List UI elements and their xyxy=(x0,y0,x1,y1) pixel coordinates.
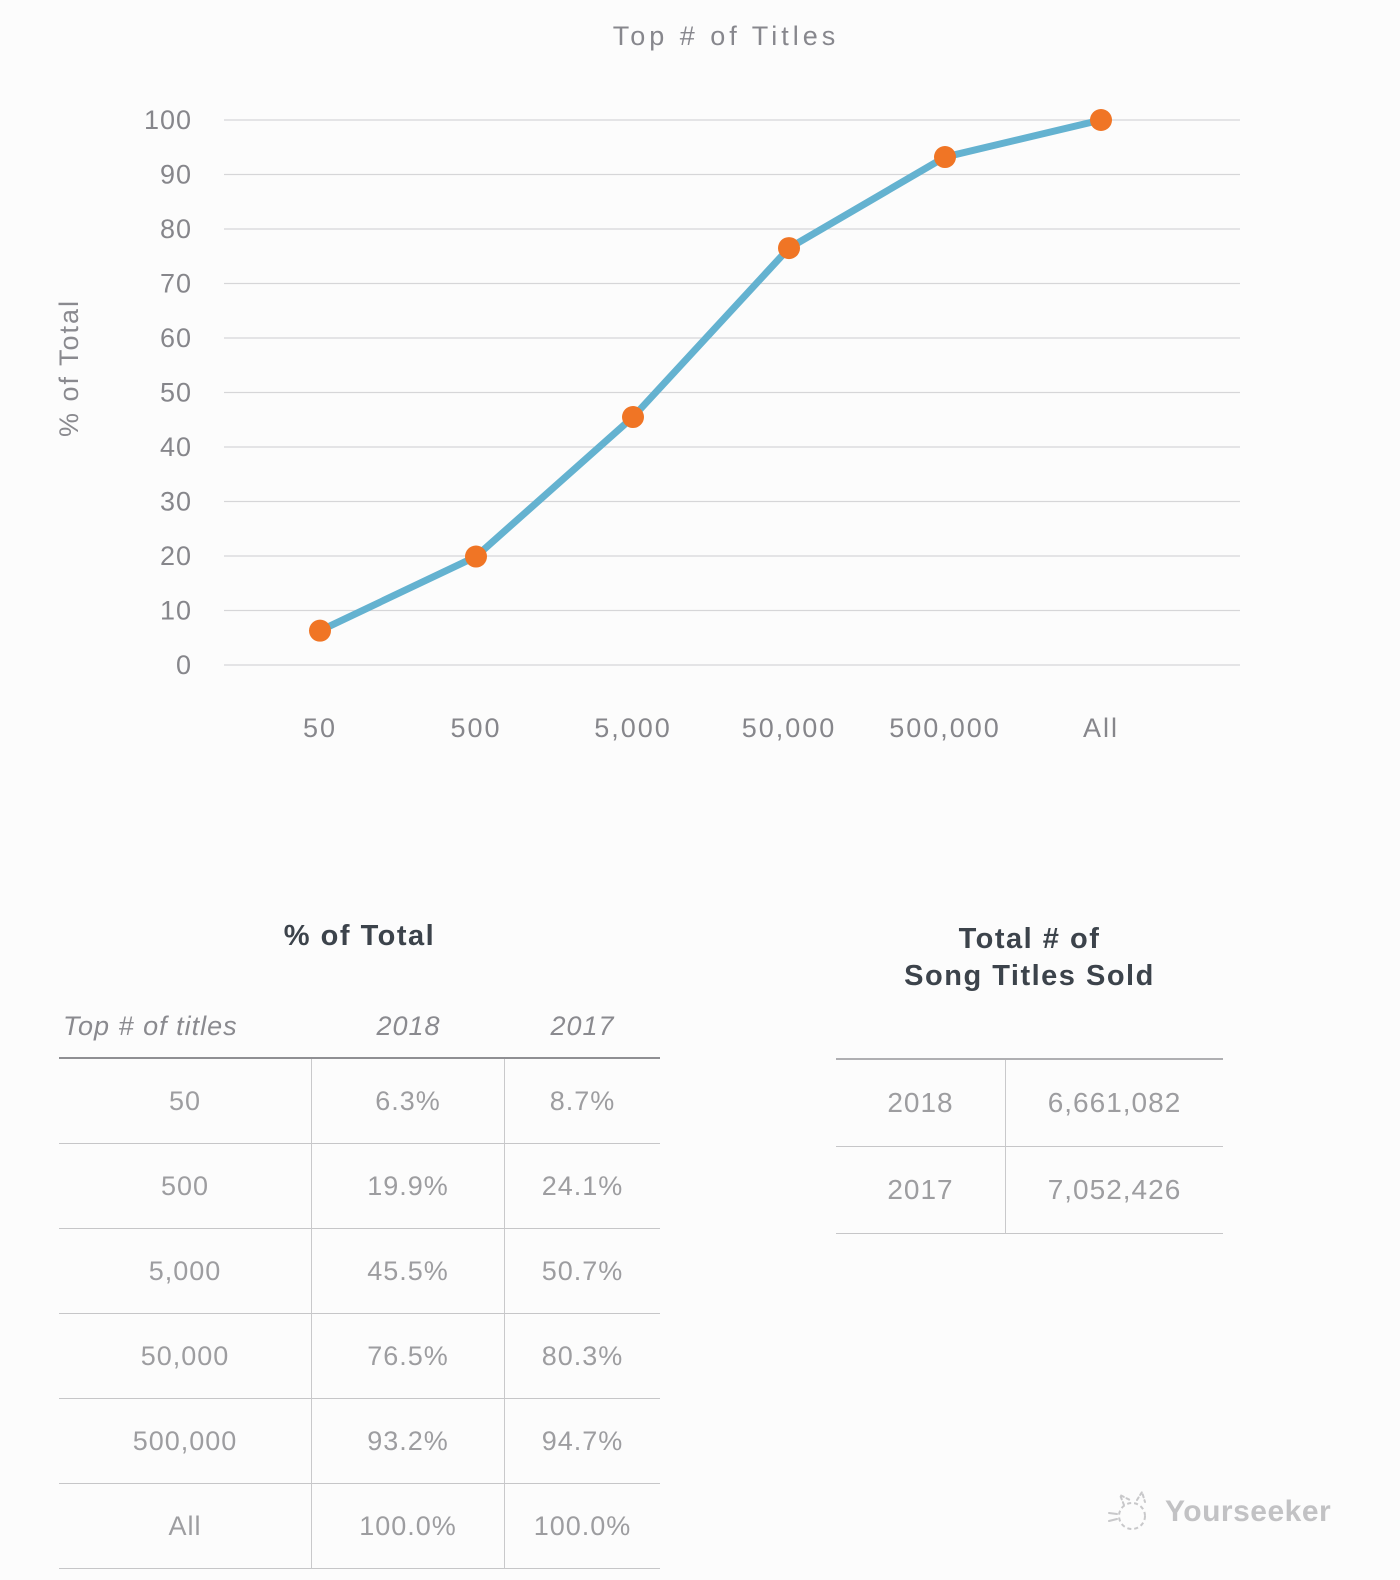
chart-title: Top # of Titles xyxy=(613,21,840,51)
row-label: 50 xyxy=(59,1059,312,1144)
y-tick-label: 70 xyxy=(160,269,192,299)
y-tick-label: 100 xyxy=(144,105,192,135)
y-tick-label: 90 xyxy=(160,160,192,190)
yourseeker-logo-icon xyxy=(1108,1491,1146,1530)
value-2017: 8.7% xyxy=(505,1059,660,1144)
data-point xyxy=(1090,109,1112,131)
row-label: 50,000 xyxy=(59,1314,312,1399)
total-value-cell: 7,052,426 xyxy=(1006,1147,1223,1234)
y-tick-label: 50 xyxy=(160,378,192,408)
percent-table: Top # of titles 2018 2017 50 6.3% 8.7% 500 1… xyxy=(59,995,660,1569)
totals-table-title-line2: Song Titles Sold xyxy=(904,960,1155,992)
series-layer xyxy=(309,109,1112,642)
grid-layer: 0 10 20 30 40 50 60 70 80 90 100 50 500 5,000 50,000 50… xyxy=(144,105,1240,743)
value-2017: 24.1% xyxy=(505,1144,660,1229)
row-label: 500 xyxy=(59,1144,312,1229)
totals-table-title-line1: Total # of xyxy=(958,923,1101,955)
year-cell: 2017 xyxy=(836,1147,1006,1234)
y-tick-label: 60 xyxy=(160,323,192,353)
column-header-2017: 2017 xyxy=(550,1010,615,1041)
total-value-cell: 6,661,082 xyxy=(1006,1060,1223,1147)
year-cell: 2018 xyxy=(836,1060,1006,1147)
value-2018: 100.0% xyxy=(312,1484,505,1569)
data-point xyxy=(309,619,331,642)
column-header-top-titles: Top # of titles xyxy=(63,1010,238,1041)
y-tick-label: 20 xyxy=(160,541,192,571)
value-2018: 76.5% xyxy=(312,1314,505,1399)
x-tick-label: 50,000 xyxy=(742,713,837,743)
y-tick-label: 30 xyxy=(160,487,192,517)
y-tick-label: 80 xyxy=(160,214,192,244)
data-point xyxy=(778,237,800,260)
series-line xyxy=(316,116,1105,635)
y-tick-label: 40 xyxy=(160,432,192,462)
value-2017: 50.7% xyxy=(505,1229,660,1314)
x-tick-label: All xyxy=(1083,713,1119,743)
row-label: 500,000 xyxy=(59,1399,312,1484)
line-chart: Top # of Titles % of Total 0 10 20 30 40 50 60… xyxy=(54,21,1240,743)
value-2017: 80.3% xyxy=(505,1314,660,1399)
x-tick-label: 5,000 xyxy=(594,713,672,743)
y-tick-label: 10 xyxy=(160,596,192,626)
yourseeker-label: Yourseeker xyxy=(1165,1495,1332,1528)
value-2018: 93.2% xyxy=(312,1399,505,1484)
data-point xyxy=(622,406,644,429)
value-2018: 6.3% xyxy=(312,1059,505,1144)
value-2017: 100.0% xyxy=(505,1484,660,1569)
x-tick-label: 500,000 xyxy=(889,713,1001,743)
value-2018: 45.5% xyxy=(312,1229,505,1314)
totals-table-title: Total # of Song Titles Sold xyxy=(836,921,1223,995)
x-tick-label: 50 xyxy=(303,713,337,743)
row-label: 5,000 xyxy=(59,1229,312,1314)
x-tick-label: 500 xyxy=(450,713,501,743)
totals-table: 2018 6,661,082 2017 7,052,426 xyxy=(836,1058,1223,1234)
y-axis-title: % of Total xyxy=(54,299,84,437)
percent-table-header: Top # of titles 2018 2017 xyxy=(59,995,660,1059)
data-point xyxy=(465,545,487,568)
y-tick-label: 0 xyxy=(176,650,192,680)
row-label: All xyxy=(59,1484,312,1569)
totals-table-body: 2018 6,661,082 2017 7,052,426 xyxy=(836,1060,1223,1234)
value-2018: 19.9% xyxy=(312,1144,505,1229)
value-2017: 94.7% xyxy=(505,1399,660,1484)
watermark: Yourseeker xyxy=(1104,1486,1331,1538)
data-point xyxy=(934,146,956,169)
percent-table-title: % of Total xyxy=(283,920,436,952)
column-header-2018: 2018 xyxy=(376,1010,441,1041)
percent-table-body: 50 6.3% 8.7% 500 19.9% 24.1% 5,000 45.5% 50.7% 50… xyxy=(59,1059,660,1569)
